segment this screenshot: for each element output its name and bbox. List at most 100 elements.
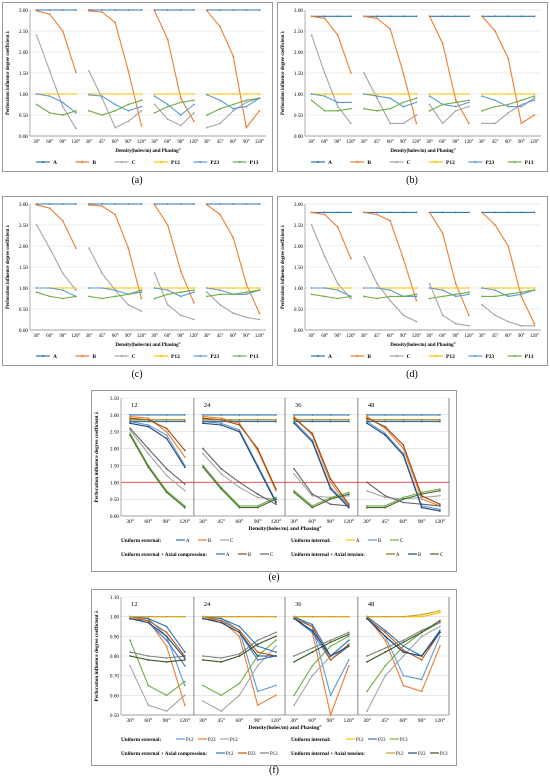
data-point [402,501,405,504]
series-line-p12 [293,616,350,697]
data-point [245,101,248,104]
data-point [349,93,352,95]
series-line-c [429,104,470,125]
data-point [376,211,379,214]
legend-marker [41,160,45,164]
data-point [311,647,314,650]
legend-marker [316,354,320,358]
data-point [127,293,130,296]
x-tick-label: 30° [126,717,134,724]
data-point [219,93,222,95]
group-label: 12 [131,402,138,409]
y-tick-label: 0.00 [294,134,303,140]
data-point [220,615,223,618]
data-point [310,34,313,37]
y-tick-label: 2.50 [110,430,119,436]
data-point [245,287,248,289]
data-point [420,493,423,495]
data-point [183,506,186,509]
x-tick-label: 60° [321,334,328,339]
series-line-c [36,35,77,129]
legend-item-label: A [396,553,400,558]
data-point [454,287,457,289]
data-point [219,25,222,28]
data-point [349,211,352,214]
data-point [129,432,132,435]
legend-row-label: Uniform internal: [291,737,331,743]
data-point [323,109,326,112]
data-point [310,15,313,18]
data-point [494,15,497,18]
data-point [311,625,314,628]
data-point [311,629,314,632]
data-point [206,203,208,206]
data-point [88,9,90,12]
data-point [467,99,470,102]
data-point [183,655,186,657]
data-point [415,15,418,18]
data-point [467,101,470,104]
data-point [147,704,150,707]
y-tick-label: 1.00 [19,92,28,98]
data-point [274,501,277,504]
data-point [336,297,339,300]
y-axis-title: Perforation influence degree coefficient… [94,610,100,701]
data-point [349,122,352,125]
x-tick-label: 120° [530,140,539,145]
data-point [402,122,405,125]
series-line-p12 [202,616,277,653]
data-point [507,245,510,247]
x-tick-label: 60° [400,717,408,724]
x-tick-label: 30° [204,140,211,145]
data-point [219,203,222,205]
data-point [74,289,77,291]
series-line-b [36,10,77,73]
data-point [88,203,90,206]
data-point [402,649,405,651]
data-point [166,289,169,291]
data-point [366,419,368,421]
data-point [384,629,387,632]
legend-item-label: P12 [226,752,234,757]
series-line-c [311,35,352,124]
data-point [192,203,195,205]
data-point [274,645,277,648]
chart-f-svg: 0.50 0.60 0.70 0.80 0.90 1.00 1.10 12 24 36 48 30° 6… [94,595,450,757]
series-line-c [293,490,349,507]
data-point [402,639,405,642]
data-point [376,213,379,216]
series-line-c [88,70,142,129]
legend-item-label: P13 [400,738,408,743]
data-point [202,700,204,703]
data-point [481,211,483,214]
x-tick-label: 60° [236,717,244,724]
x-axis-title: Density(holes/m) and Phasing° [115,343,180,348]
chart-d-svg: 0.00 0.50 1.00 1.50 2.00 2.50 3.00 30° 60° 90° 120… [281,202,541,360]
legend-marker [159,354,163,358]
data-point [238,413,241,416]
data-point [183,704,186,707]
y-tick-label: 3.00 [19,202,28,208]
data-point [206,93,208,96]
data-point [61,114,64,116]
data-point [165,710,168,712]
data-point [101,287,104,289]
series-line-b [36,204,77,249]
data-point [438,508,441,511]
data-point [256,493,259,495]
data-point [147,615,150,618]
data-point [220,619,223,622]
data-point [384,635,387,638]
data-point [114,9,117,11]
data-point [441,103,444,106]
data-point [256,651,259,653]
x-tick-label: 120° [71,140,80,145]
data-point [147,452,150,455]
data-point [366,417,368,420]
series-line-p12 [293,616,350,657]
data-point [347,645,350,648]
data-point [245,93,248,95]
data-point [232,55,235,58]
data-point [220,467,223,470]
y-tick-label: 1.00 [294,92,303,98]
